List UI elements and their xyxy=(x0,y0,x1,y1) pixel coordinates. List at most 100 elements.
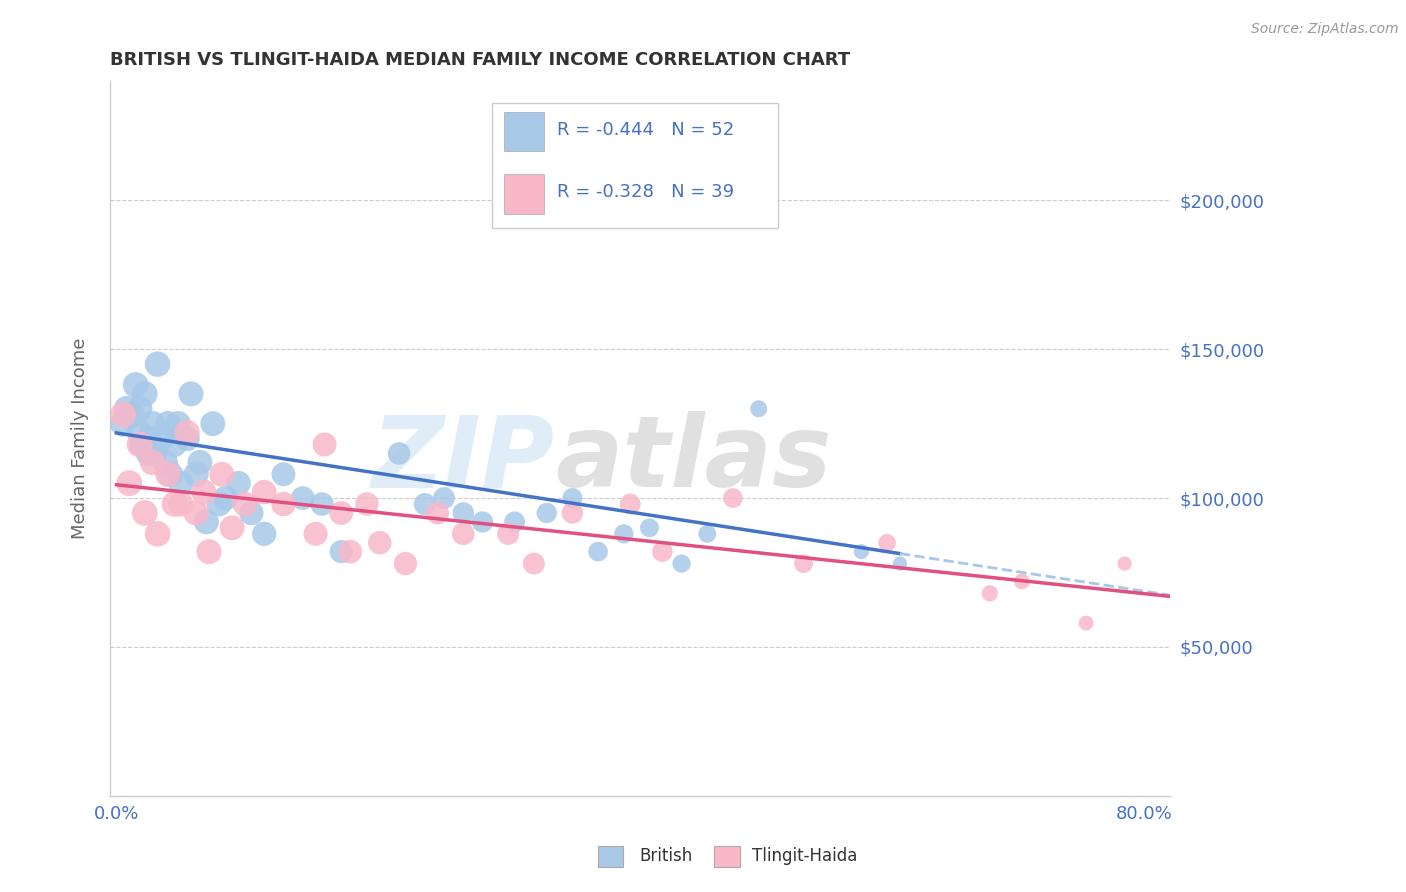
Point xyxy=(388,446,411,460)
Point xyxy=(523,557,546,571)
Point xyxy=(180,387,202,401)
Point xyxy=(561,506,583,520)
Point xyxy=(163,497,186,511)
Point xyxy=(638,521,661,535)
Point xyxy=(221,521,243,535)
Point xyxy=(208,497,231,511)
Point xyxy=(671,557,693,571)
Y-axis label: Median Family Income: Median Family Income xyxy=(72,338,89,540)
Point xyxy=(163,437,186,451)
Point xyxy=(586,544,609,558)
Point xyxy=(451,526,474,541)
Point xyxy=(339,544,361,558)
Point xyxy=(111,408,134,422)
Point xyxy=(240,506,263,520)
Point xyxy=(394,557,416,571)
Point xyxy=(141,455,163,469)
Point xyxy=(451,506,474,520)
Point xyxy=(613,526,636,541)
Point xyxy=(889,557,911,571)
Point xyxy=(150,432,173,446)
Text: British: British xyxy=(640,847,693,865)
Point xyxy=(195,515,218,529)
Point xyxy=(184,467,207,482)
Point xyxy=(159,467,181,482)
Point xyxy=(143,446,166,460)
Point xyxy=(138,446,160,460)
Point xyxy=(125,378,148,392)
Point xyxy=(426,506,449,520)
Point xyxy=(311,497,333,511)
Point xyxy=(368,535,391,549)
Point xyxy=(304,526,326,541)
Point xyxy=(291,491,314,505)
Point xyxy=(111,417,134,431)
Point xyxy=(1011,574,1033,589)
Point xyxy=(228,476,250,491)
Text: R = -0.328   N = 39: R = -0.328 N = 39 xyxy=(557,183,734,201)
Point xyxy=(503,515,526,529)
Point xyxy=(134,387,156,401)
Point xyxy=(233,497,256,511)
Point xyxy=(356,497,378,511)
Point xyxy=(793,557,815,571)
Point xyxy=(413,497,436,511)
Text: Source: ZipAtlas.com: Source: ZipAtlas.com xyxy=(1251,22,1399,37)
Point xyxy=(134,506,156,520)
Point xyxy=(167,417,190,431)
Point xyxy=(433,491,456,505)
Point xyxy=(330,544,353,558)
Point xyxy=(561,491,583,505)
Point xyxy=(131,437,153,451)
Point xyxy=(619,497,641,511)
Point xyxy=(979,586,1001,600)
Point xyxy=(184,506,207,520)
Point xyxy=(128,437,150,451)
Point xyxy=(146,526,169,541)
Point xyxy=(748,401,770,416)
Point xyxy=(273,497,295,511)
Point xyxy=(128,401,150,416)
Point xyxy=(536,506,558,520)
Point xyxy=(471,515,494,529)
Point xyxy=(651,544,673,558)
Bar xyxy=(505,112,544,152)
Bar xyxy=(505,174,544,213)
Point xyxy=(156,417,179,431)
Text: ZIP: ZIP xyxy=(373,411,555,508)
Point xyxy=(696,526,718,541)
Text: BRITISH VS TLINGIT-HAIDA MEDIAN FAMILY INCOME CORRELATION CHART: BRITISH VS TLINGIT-HAIDA MEDIAN FAMILY I… xyxy=(110,51,851,69)
Point xyxy=(141,417,163,431)
Point xyxy=(176,425,198,440)
Text: atlas: atlas xyxy=(555,411,831,508)
Point xyxy=(851,544,873,558)
Point xyxy=(188,455,211,469)
Point xyxy=(155,455,177,469)
Point xyxy=(721,491,744,505)
Point xyxy=(253,526,276,541)
Point xyxy=(176,432,198,446)
Point xyxy=(170,476,193,491)
FancyBboxPatch shape xyxy=(492,103,778,227)
Point xyxy=(314,437,336,451)
Point xyxy=(214,491,236,505)
Point xyxy=(330,506,353,520)
Point xyxy=(1074,616,1097,631)
Point xyxy=(496,526,519,541)
Point xyxy=(115,401,138,416)
Point xyxy=(273,467,295,482)
Point xyxy=(198,544,221,558)
Text: Tlingit-Haida: Tlingit-Haida xyxy=(752,847,858,865)
Point xyxy=(170,497,193,511)
Point xyxy=(253,485,276,500)
Point xyxy=(138,432,160,446)
Point xyxy=(146,357,169,371)
Point xyxy=(211,467,233,482)
Point xyxy=(201,417,224,431)
Point xyxy=(363,14,385,29)
Point xyxy=(128,425,150,440)
Point xyxy=(156,467,179,482)
Point xyxy=(876,535,898,549)
Point xyxy=(121,408,143,422)
Point xyxy=(193,485,215,500)
